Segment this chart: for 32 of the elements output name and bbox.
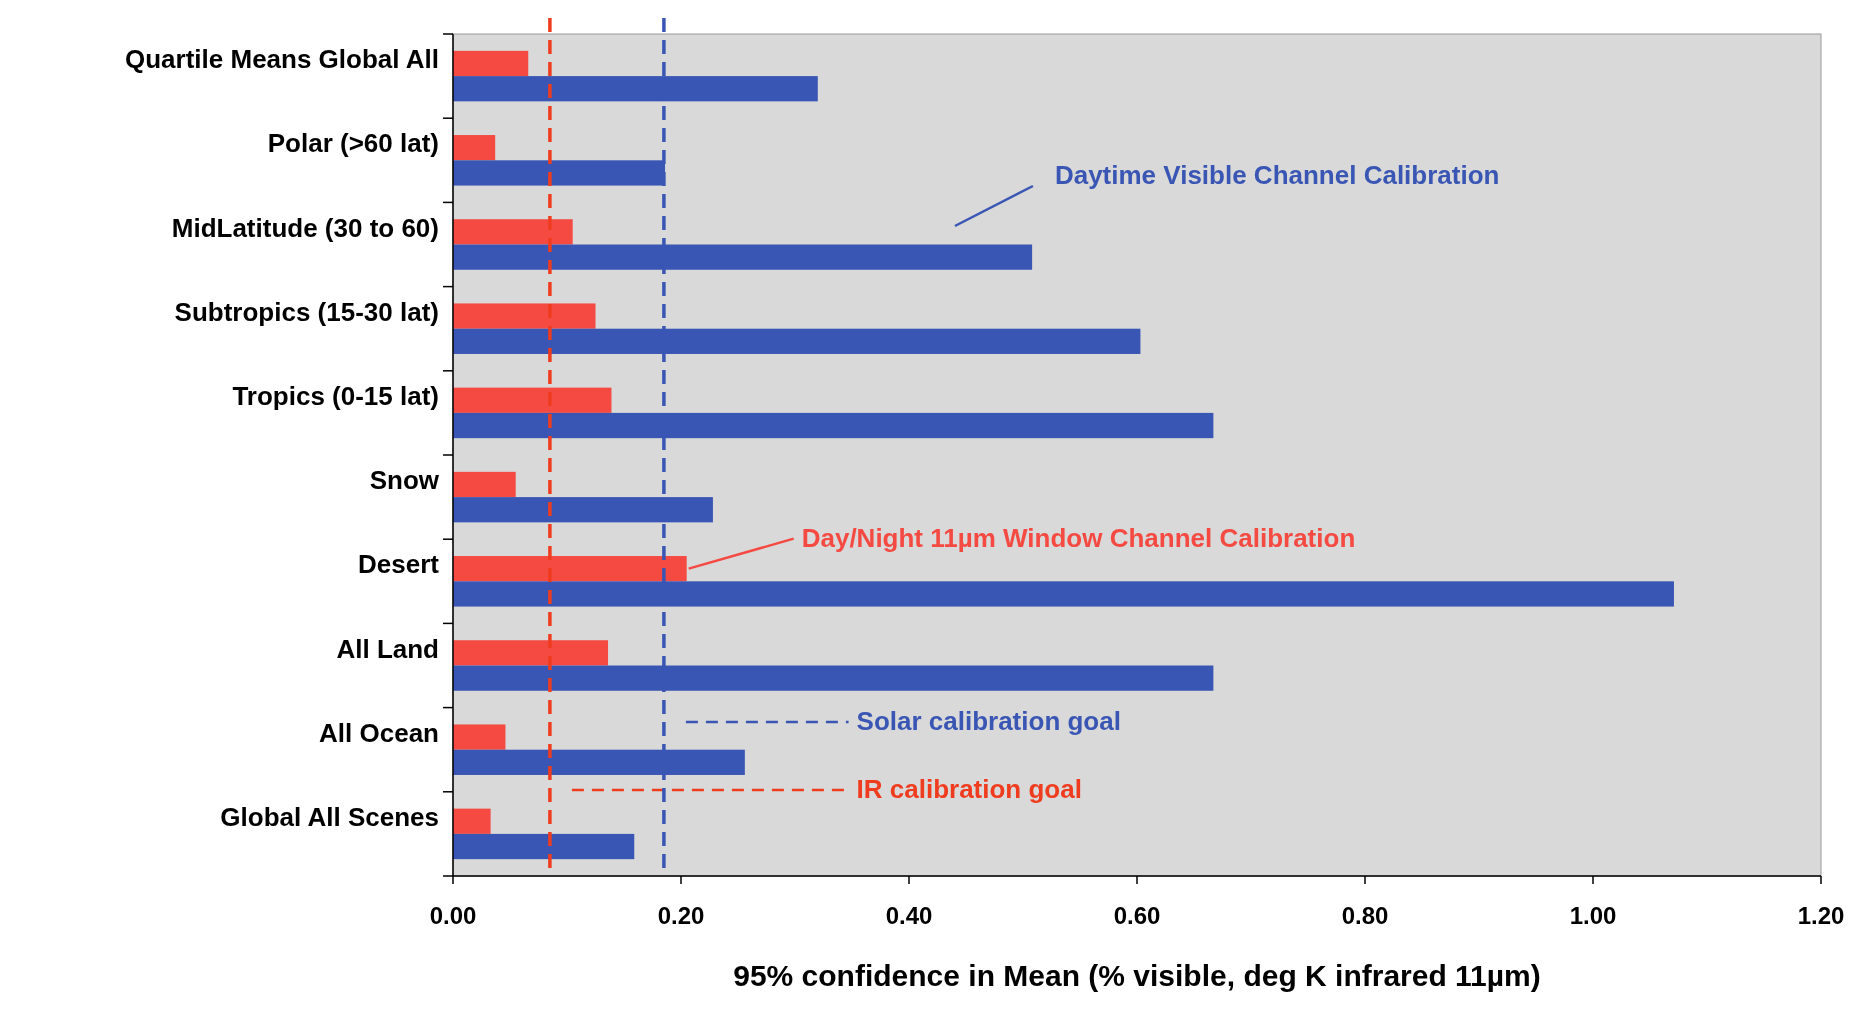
bar: [453, 303, 596, 329]
ref-line-label: Solar calibration goal: [856, 706, 1121, 736]
y-tick-label: Snow: [369, 465, 440, 496]
x-tick-label: 0.80: [1341, 902, 1389, 929]
x-tick-label: 0.40: [885, 902, 933, 929]
y-tick-label: Desert: [358, 549, 440, 580]
y-tick-label: MidLatitude (30 to 60): [171, 212, 439, 243]
x-tick-label: 1.20: [1797, 902, 1845, 929]
x-tick-label: 0.00: [429, 902, 477, 929]
bar: [453, 471, 516, 498]
y-tick-label: Subtropics (15-30 lat): [174, 296, 439, 327]
bar: [453, 387, 612, 413]
ref-line-label: IR calibration goal: [856, 774, 1082, 804]
annotation: Day/Night 11µm Window Channel Calibration: [801, 522, 1356, 553]
y-tick-label: All Land: [336, 633, 439, 664]
y-tick-label: Global All Scenes: [220, 801, 439, 832]
bar: [453, 833, 635, 860]
x-axis-title: 95% confidence in Mean (% visible, deg K infrared 11µm): [733, 959, 1541, 992]
annotation: Daytime Visible Channel Calibration: [1054, 160, 1500, 190]
bar: [453, 808, 491, 834]
bar: [453, 219, 573, 245]
x-tick-label: 0.60: [1113, 902, 1161, 929]
bar: [453, 135, 496, 161]
x-tick-label: 1.00: [1569, 902, 1617, 929]
bar: [453, 640, 609, 666]
y-tick-label: Quartile Means Global All: [125, 44, 439, 75]
y-tick-label: Polar (>60 lat): [267, 128, 439, 159]
bar: [453, 724, 506, 750]
y-tick-label: All Ocean: [319, 717, 439, 748]
x-tick-label: 0.20: [657, 902, 705, 929]
y-tick-label: Tropics (0-15 lat): [232, 380, 439, 411]
bar: [453, 50, 529, 77]
